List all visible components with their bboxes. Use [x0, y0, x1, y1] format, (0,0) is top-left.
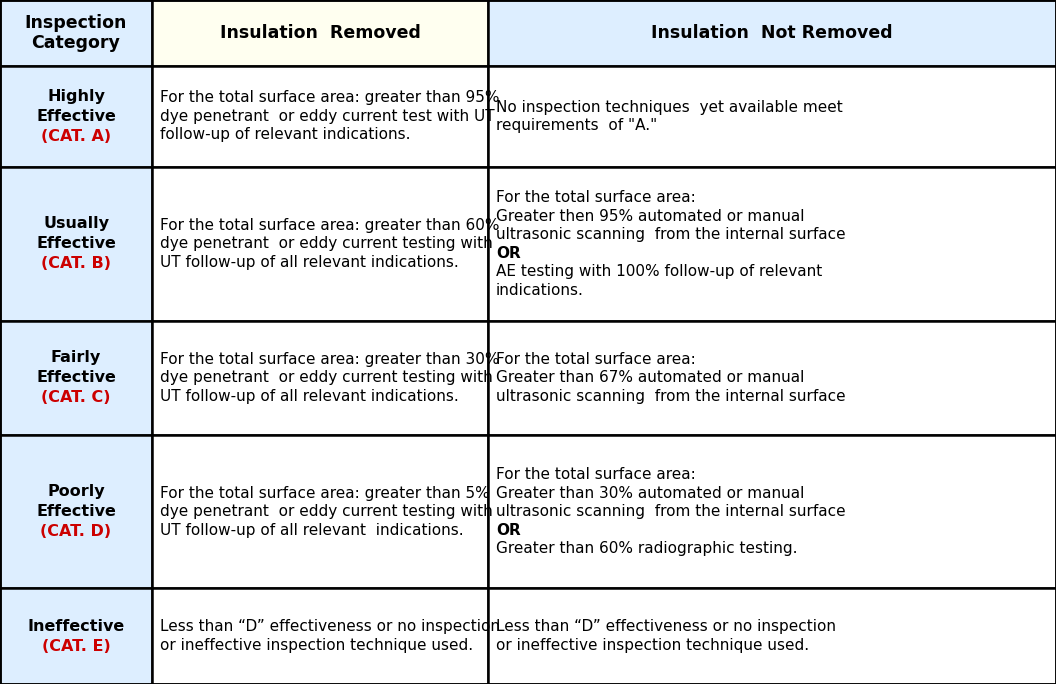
Bar: [0, 0, 152, 66]
Text: UT follow-up of all relevant indications.: UT follow-up of all relevant indications…: [161, 254, 458, 269]
Text: Usually: Usually: [43, 216, 109, 231]
Text: AE testing with 100% follow-up of relevant: AE testing with 100% follow-up of releva…: [496, 264, 823, 279]
Text: UT follow-up of all relevant  indications.: UT follow-up of all relevant indications…: [161, 523, 464, 538]
Text: Less than “D” effectiveness or no inspection: Less than “D” effectiveness or no inspec…: [161, 620, 501, 634]
Bar: [488, 588, 1056, 684]
Text: Inspection
Category: Inspection Category: [25, 14, 127, 53]
Text: dye penetrant  or eddy current test with UT: dye penetrant or eddy current test with …: [161, 109, 494, 124]
Bar: [0, 321, 152, 435]
Text: OR: OR: [496, 523, 521, 538]
Text: Greater than 67% automated or manual: Greater than 67% automated or manual: [496, 370, 805, 385]
Bar: [152, 588, 488, 684]
Text: Greater than 60% radiographic testing.: Greater than 60% radiographic testing.: [496, 541, 797, 556]
Text: (CAT. C): (CAT. C): [41, 390, 111, 405]
Text: ultrasonic scanning  from the internal surface: ultrasonic scanning from the internal su…: [496, 504, 846, 519]
Text: (CAT. D): (CAT. D): [40, 524, 112, 539]
Bar: [152, 0, 488, 66]
Text: For the total surface area: greater than 95%: For the total surface area: greater than…: [161, 90, 499, 105]
Text: For the total surface area:: For the total surface area:: [496, 467, 696, 482]
Bar: [152, 321, 488, 435]
Text: ultrasonic scanning  from the internal surface: ultrasonic scanning from the internal su…: [496, 227, 846, 242]
Text: dye penetrant  or eddy current testing with: dye penetrant or eddy current testing wi…: [161, 236, 493, 251]
Text: Effective: Effective: [36, 109, 116, 124]
Text: No inspection techniques  yet available meet: No inspection techniques yet available m…: [496, 100, 843, 115]
Bar: [152, 66, 488, 167]
Text: Greater than 30% automated or manual: Greater than 30% automated or manual: [496, 486, 805, 501]
Bar: [488, 66, 1056, 167]
Bar: [0, 167, 152, 321]
Text: or ineffective inspection technique used.: or ineffective inspection technique used…: [161, 638, 473, 653]
Text: Poorly: Poorly: [48, 484, 105, 499]
Text: For the total surface area: greater than 5%: For the total surface area: greater than…: [161, 486, 490, 501]
Text: Effective: Effective: [36, 370, 116, 385]
Text: ultrasonic scanning  from the internal surface: ultrasonic scanning from the internal su…: [496, 389, 846, 404]
Text: For the total surface area: greater than 60%: For the total surface area: greater than…: [161, 218, 499, 233]
Text: dye penetrant  or eddy current testing with: dye penetrant or eddy current testing wi…: [161, 370, 493, 385]
Text: UT follow-up of all relevant indications.: UT follow-up of all relevant indications…: [161, 389, 458, 404]
Bar: [152, 435, 488, 588]
Text: Fairly: Fairly: [51, 350, 101, 365]
Text: OR: OR: [496, 246, 521, 261]
Text: Effective: Effective: [36, 504, 116, 519]
Text: Highly: Highly: [48, 89, 105, 104]
Bar: [488, 167, 1056, 321]
Bar: [488, 321, 1056, 435]
Text: requirements  of "A.": requirements of "A.": [496, 118, 657, 133]
Text: For the total surface area: greater than 30%: For the total surface area: greater than…: [161, 352, 499, 367]
Text: (CAT. B): (CAT. B): [41, 256, 111, 272]
Text: For the total surface area:: For the total surface area:: [496, 352, 696, 367]
Text: For the total surface area:: For the total surface area:: [496, 190, 696, 205]
Text: Ineffective: Ineffective: [27, 618, 125, 633]
Bar: [488, 435, 1056, 588]
Text: follow-up of relevant indications.: follow-up of relevant indications.: [161, 127, 411, 142]
Text: Effective: Effective: [36, 236, 116, 251]
Text: (CAT. E): (CAT. E): [41, 639, 111, 654]
Bar: [0, 66, 152, 167]
Bar: [152, 167, 488, 321]
Text: or ineffective inspection technique used.: or ineffective inspection technique used…: [496, 638, 809, 653]
Bar: [488, 0, 1056, 66]
Text: dye penetrant  or eddy current testing with: dye penetrant or eddy current testing wi…: [161, 504, 493, 519]
Text: Insulation  Not Removed: Insulation Not Removed: [652, 24, 892, 42]
Text: Insulation  Removed: Insulation Removed: [220, 24, 420, 42]
Text: (CAT. A): (CAT. A): [41, 129, 111, 144]
Bar: [0, 435, 152, 588]
Text: indications.: indications.: [496, 282, 584, 298]
Bar: [0, 588, 152, 684]
Text: Less than “D” effectiveness or no inspection: Less than “D” effectiveness or no inspec…: [496, 620, 836, 634]
Text: Greater then 95% automated or manual: Greater then 95% automated or manual: [496, 209, 805, 224]
